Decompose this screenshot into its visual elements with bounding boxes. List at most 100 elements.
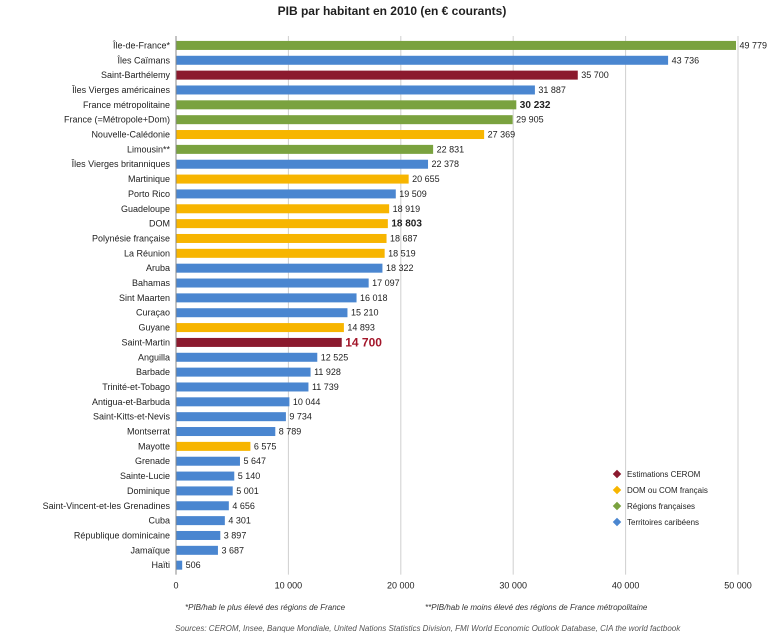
bar (176, 293, 357, 303)
value-label: 18 322 (386, 263, 414, 273)
x-tick-label: 40 000 (612, 581, 640, 591)
bar (176, 397, 290, 407)
category-label: Jamaïque (130, 545, 170, 555)
x-tick-label: 50 000 (724, 581, 752, 591)
value-label: 6 575 (254, 441, 277, 451)
category-label: La Réunion (124, 248, 170, 258)
value-label: 18 919 (393, 204, 421, 214)
value-label: 14 700 (345, 335, 382, 349)
legend-marker-caribbean (612, 517, 622, 527)
x-tick-label: 30 000 (499, 581, 527, 591)
value-label: 11 739 (312, 382, 339, 392)
category-label: Polynésie française (92, 233, 170, 243)
bar (176, 323, 344, 333)
value-label: 27 369 (488, 130, 516, 140)
category-label: Îles Caïmans (116, 55, 170, 65)
bar (176, 115, 513, 125)
bar (176, 471, 235, 481)
value-label: 20 655 (412, 174, 440, 184)
legend-label: DOM ou COM français (627, 485, 708, 495)
bar (176, 516, 225, 526)
category-label: Îles Vierges américaines (71, 85, 170, 95)
bar (176, 85, 535, 95)
category-label: Cuba (148, 516, 170, 526)
category-label: Martinique (128, 174, 170, 184)
value-label: 29 905 (516, 115, 544, 125)
x-tick-label: 20 000 (387, 581, 415, 591)
bar (176, 427, 276, 437)
value-label: 8 789 (279, 427, 302, 437)
value-label: 18 519 (388, 248, 416, 258)
bar (176, 278, 369, 288)
category-label: Trinité-et-Tobago (102, 382, 170, 392)
value-label: 43 736 (672, 55, 700, 65)
category-label: Îles Vierges britanniques (71, 159, 171, 169)
bar (176, 189, 396, 199)
category-label: Nouvelle-Calédonie (91, 130, 170, 140)
value-label: 14 893 (347, 323, 375, 333)
value-label: 16 018 (360, 293, 388, 303)
footnote-lowest: **PIB/hab le moins élevé des régions de … (425, 603, 648, 612)
category-label: France (=Métropole+Dom) (64, 115, 170, 125)
value-label: 506 (186, 560, 201, 570)
category-label: Saint-Barthélemy (101, 70, 171, 80)
category-label: France métropolitaine (83, 100, 170, 110)
legend-marker-dom (612, 485, 622, 495)
category-label: Limousin** (127, 144, 171, 154)
bar (176, 204, 390, 214)
value-label: 18 687 (390, 233, 418, 243)
bar (176, 530, 221, 540)
value-label: 11 928 (314, 367, 341, 377)
value-label: 22 378 (432, 159, 460, 169)
legend-item-caribbean: Territoires caribéens (612, 514, 762, 530)
category-label: Haïti (151, 560, 170, 570)
legend-marker-region (612, 501, 622, 511)
category-label: République dominicaine (74, 530, 170, 540)
value-label: 30 232 (520, 100, 551, 111)
legend-label: Estimations CEROM (627, 469, 701, 479)
chart-title: PIB par habitant en 2010 (en € courants) (277, 4, 507, 18)
value-label: 15 210 (351, 308, 379, 318)
category-label: Barbade (136, 367, 170, 377)
value-label: 5 647 (243, 456, 266, 466)
bar (176, 337, 342, 347)
bar (176, 70, 578, 80)
legend-item-region: Régions françaises (612, 498, 762, 514)
footnote-highest: *PIB/hab le plus élevé des régions de Fr… (185, 603, 346, 612)
category-label: DOM (149, 219, 170, 229)
bar (176, 219, 388, 229)
value-label: 12 525 (321, 352, 349, 362)
bar (176, 441, 251, 451)
bar (176, 55, 669, 65)
bar (176, 248, 385, 258)
category-label: Saint-Vincent-et-les Grenadines (43, 501, 171, 511)
legend-item-dom: DOM ou COM français (612, 482, 762, 498)
bar (176, 382, 309, 392)
value-label: 35 700 (581, 70, 609, 80)
legend-marker-cerom (612, 469, 622, 479)
category-label: Curaçao (136, 308, 170, 318)
value-label: 4 301 (228, 516, 251, 526)
bar (176, 130, 485, 140)
x-tick-label: 0 (173, 581, 178, 591)
chart-legend: Estimations CEROM DOM ou COM français Ré… (612, 466, 762, 530)
value-label: 9 734 (289, 412, 312, 422)
value-label: 22 831 (437, 144, 465, 154)
value-label: 3 687 (221, 545, 244, 555)
category-label: Guadeloupe (121, 204, 170, 214)
bar (176, 144, 434, 154)
value-label: 49 779 (740, 40, 768, 50)
category-label: Anguilla (138, 352, 170, 362)
bar (176, 367, 311, 377)
value-label: 5 001 (236, 486, 259, 496)
bar (176, 100, 517, 110)
bar (176, 233, 387, 243)
category-label: Saint-Martin (121, 337, 170, 347)
value-label: 5 140 (238, 471, 261, 481)
category-label: Antigua-et-Barbuda (92, 397, 170, 407)
bar (176, 545, 218, 555)
bar (176, 412, 286, 422)
bar (176, 560, 183, 570)
value-label: 4 656 (232, 501, 255, 511)
